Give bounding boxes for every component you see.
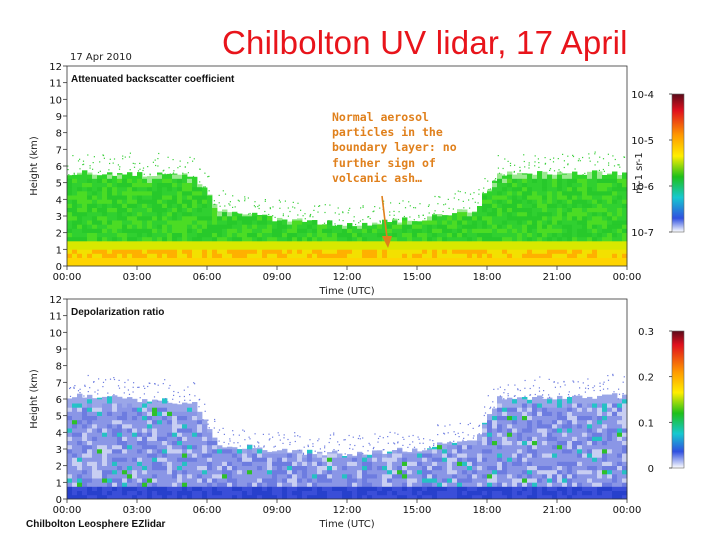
x-tick-label: 06:00 bbox=[193, 505, 222, 516]
y-tick-label: 8 bbox=[56, 129, 62, 140]
x-tick-label: 15:00 bbox=[403, 272, 432, 283]
colorbar-tick-label: 10-6 bbox=[631, 182, 654, 193]
y-tick-label: 4 bbox=[56, 195, 62, 206]
y-tick-label: 12 bbox=[49, 62, 62, 73]
y-tick-label: 1 bbox=[56, 245, 62, 256]
x-tick-label: 21:00 bbox=[543, 272, 572, 283]
colorbar-tick-label: 0 bbox=[648, 464, 654, 475]
y-tick-label: 2 bbox=[56, 462, 62, 473]
chart-panel-2: 00:00 03:00 06:00 09:00 12:00 15:00 18:00 21:00… bbox=[29, 295, 685, 530]
x-tick-label: 15:00 bbox=[403, 505, 432, 516]
heatmap-field bbox=[67, 373, 628, 500]
y-tick-label: 10 bbox=[49, 328, 62, 339]
y-tick-label: 6 bbox=[56, 162, 62, 173]
x-tick-label: 00:00 bbox=[613, 272, 642, 283]
y-tick-label: 5 bbox=[56, 412, 62, 423]
y-tick-label: 0 bbox=[56, 495, 62, 506]
x-tick-label: 09:00 bbox=[263, 505, 292, 516]
y-tick-label: 1 bbox=[56, 478, 62, 489]
colorbar-label: m-1 sr-1 bbox=[634, 152, 645, 194]
y-tick-label: 5 bbox=[56, 179, 62, 190]
panel-date: 17 Apr 2010 bbox=[70, 52, 132, 63]
x-tick-label: 03:00 bbox=[123, 272, 152, 283]
chart-panel-1: 00:00 03:00 06:00 09:00 12:00 15:00 18:00 21:00… bbox=[29, 62, 685, 297]
y-tick-label: 6 bbox=[56, 395, 62, 406]
y-tick-label: 8 bbox=[56, 362, 62, 373]
colorbar-tick-label: 10-7 bbox=[631, 228, 654, 239]
x-tick-label: 18:00 bbox=[473, 272, 502, 283]
y-tick-label: 7 bbox=[56, 145, 62, 156]
x-tick-label: 18:00 bbox=[473, 505, 502, 516]
y-tick-label: 3 bbox=[56, 212, 62, 223]
panel-title: Depolarization ratio bbox=[71, 307, 164, 318]
x-tick-label: 00:00 bbox=[53, 505, 82, 516]
y-tick-label: 9 bbox=[56, 112, 62, 123]
colorbar-tick-label: 0.3 bbox=[638, 327, 654, 338]
panel-title: Attenuated backscatter coefficient bbox=[71, 74, 235, 85]
x-tick-label: 03:00 bbox=[123, 505, 152, 516]
footer-credit: Chilbolton Leosphere EZlidar bbox=[26, 519, 166, 530]
y-axis-label: Height (km) bbox=[29, 369, 40, 429]
x-tick-label: 09:00 bbox=[263, 272, 292, 283]
slide-title: Chilbolton UV lidar, 17 April bbox=[222, 24, 628, 61]
x-tick-label: 12:00 bbox=[333, 272, 362, 283]
x-tick-label: 21:00 bbox=[543, 505, 572, 516]
y-tick-label: 11 bbox=[49, 312, 62, 323]
x-axis-label: Time (UTC) bbox=[318, 519, 374, 530]
annotation-arrow bbox=[381, 195, 392, 248]
y-tick-label: 7 bbox=[56, 378, 62, 389]
y-tick-label: 11 bbox=[49, 79, 62, 90]
colorbar-tick-label: 0.2 bbox=[638, 373, 654, 384]
y-tick-label: 12 bbox=[49, 295, 62, 306]
colorbar-tick-label: 10-4 bbox=[631, 90, 654, 101]
colorbar-tick-label: 10-5 bbox=[631, 136, 654, 147]
y-tick-label: 4 bbox=[56, 428, 62, 439]
colorbar-tick-label: 0.1 bbox=[638, 418, 654, 429]
colorbar bbox=[671, 93, 685, 233]
y-tick-label: 3 bbox=[56, 445, 62, 456]
annotation-text: Normal aerosol particles in the boundary… bbox=[332, 110, 457, 185]
y-tick-label: 0 bbox=[56, 262, 62, 273]
x-tick-label: 06:00 bbox=[193, 272, 222, 283]
colorbar bbox=[671, 330, 685, 469]
y-axis-label: Height (km) bbox=[29, 136, 40, 196]
x-tick-label: 00:00 bbox=[613, 505, 642, 516]
x-tick-label: 00:00 bbox=[53, 272, 82, 283]
y-tick-label: 9 bbox=[56, 345, 62, 356]
y-tick-label: 2 bbox=[56, 229, 62, 240]
x-axis-label: Time (UTC) bbox=[318, 286, 374, 297]
x-tick-label: 12:00 bbox=[333, 505, 362, 516]
y-tick-label: 10 bbox=[49, 95, 62, 106]
heatmap-field bbox=[67, 151, 628, 267]
